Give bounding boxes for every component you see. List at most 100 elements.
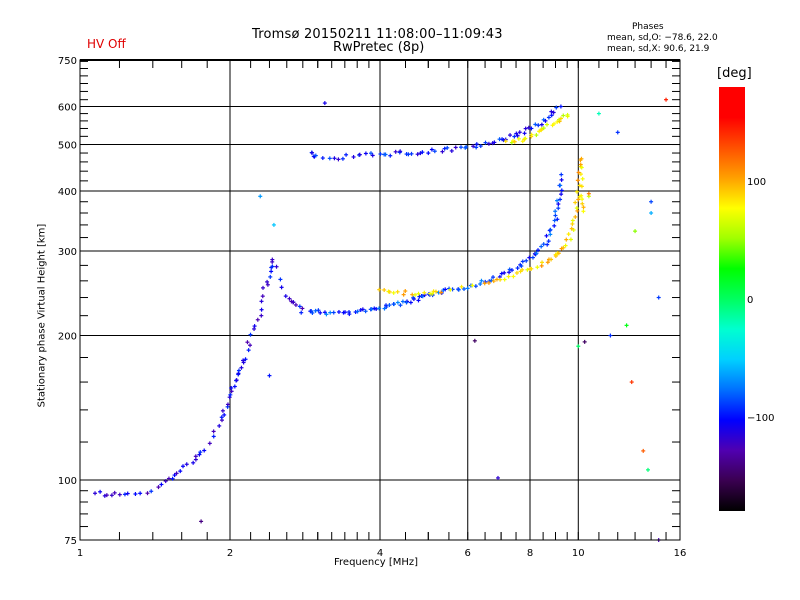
data-point — [248, 332, 253, 337]
data-point — [514, 131, 519, 136]
colorbar-tick-label: 100 — [747, 177, 766, 188]
data-point — [580, 201, 585, 206]
data-point — [229, 389, 234, 394]
data-point — [102, 493, 107, 498]
data-point — [474, 145, 479, 150]
data-point — [211, 434, 216, 439]
data-point — [184, 462, 189, 467]
y-tick-label: 200 — [58, 332, 77, 343]
data-point — [422, 290, 427, 295]
data-point — [395, 289, 400, 294]
data-point — [122, 492, 127, 497]
data-point — [555, 198, 560, 203]
data-point — [561, 245, 566, 250]
x-tick-label: 6 — [465, 548, 471, 559]
data-point — [440, 149, 445, 154]
data-point — [544, 233, 549, 238]
data-point — [580, 176, 585, 181]
data-point — [530, 255, 535, 260]
data-point — [243, 357, 248, 362]
grid-lines — [80, 60, 680, 540]
data-point — [145, 491, 150, 496]
data-point — [426, 151, 431, 156]
data-point — [416, 298, 421, 303]
data-point — [573, 200, 578, 205]
data-point — [391, 290, 396, 295]
data-point — [629, 380, 634, 385]
y-tick-label: 400 — [58, 187, 77, 198]
data-point — [178, 469, 183, 474]
data-point — [566, 232, 571, 237]
data-point — [279, 285, 284, 290]
data-point — [322, 310, 327, 315]
data-point — [217, 423, 222, 428]
data-point — [220, 408, 225, 413]
data-point — [138, 491, 143, 496]
data-point — [551, 110, 556, 115]
data-point — [580, 197, 585, 202]
data-point — [270, 264, 275, 269]
data-point — [555, 120, 560, 125]
data-point — [229, 385, 234, 390]
data-point — [388, 153, 393, 158]
data-point — [358, 307, 363, 312]
data-point — [259, 313, 264, 318]
data-point — [474, 142, 479, 147]
chart-subtitle: RwPretec (8p) — [333, 40, 425, 55]
data-point — [268, 274, 273, 279]
data-point — [569, 226, 574, 231]
data-point — [228, 392, 233, 397]
data-point — [492, 140, 497, 145]
x-axis-label: Frequency [MHz] — [334, 557, 419, 568]
data-point — [156, 485, 161, 490]
data-point — [535, 265, 540, 270]
data-point — [260, 294, 265, 299]
data-point — [548, 232, 553, 237]
data-point — [453, 145, 458, 150]
data-points — [93, 97, 669, 542]
data-point — [318, 310, 323, 315]
data-point — [411, 295, 416, 300]
data-point — [581, 205, 586, 210]
data-point — [259, 307, 264, 312]
x-tick-label: 4 — [377, 548, 383, 559]
data-point — [232, 384, 237, 389]
data-point — [574, 189, 579, 194]
data-point — [581, 209, 586, 214]
data-point — [313, 153, 318, 158]
data-point — [430, 291, 435, 296]
data-point — [540, 260, 545, 265]
data-point — [159, 482, 164, 487]
data-point — [93, 491, 98, 496]
data-point — [664, 97, 669, 102]
data-point — [553, 209, 558, 214]
data-point — [529, 266, 534, 271]
data-point — [534, 133, 539, 138]
phases-title: Phases — [632, 22, 664, 32]
data-point — [579, 184, 584, 189]
data-point — [408, 300, 413, 305]
data-point — [552, 121, 557, 126]
data-point — [479, 278, 484, 283]
data-point — [555, 217, 560, 222]
data-point — [516, 136, 521, 141]
data-point — [404, 300, 409, 305]
data-point — [546, 115, 551, 120]
data-point — [297, 304, 302, 309]
data-point — [433, 289, 438, 294]
data-point — [543, 118, 548, 123]
data-point — [227, 395, 232, 400]
data-point — [519, 264, 524, 269]
data-point — [265, 279, 270, 284]
data-point — [545, 242, 550, 247]
data-point — [351, 154, 356, 159]
x-tick-label: 8 — [527, 548, 533, 559]
data-point — [149, 489, 154, 494]
x-tick-label: 10 — [572, 548, 585, 559]
data-point — [363, 309, 368, 314]
data-point — [478, 144, 483, 149]
data-point — [537, 129, 542, 134]
data-point — [529, 126, 534, 131]
data-point — [271, 222, 276, 227]
data-point — [517, 130, 522, 135]
